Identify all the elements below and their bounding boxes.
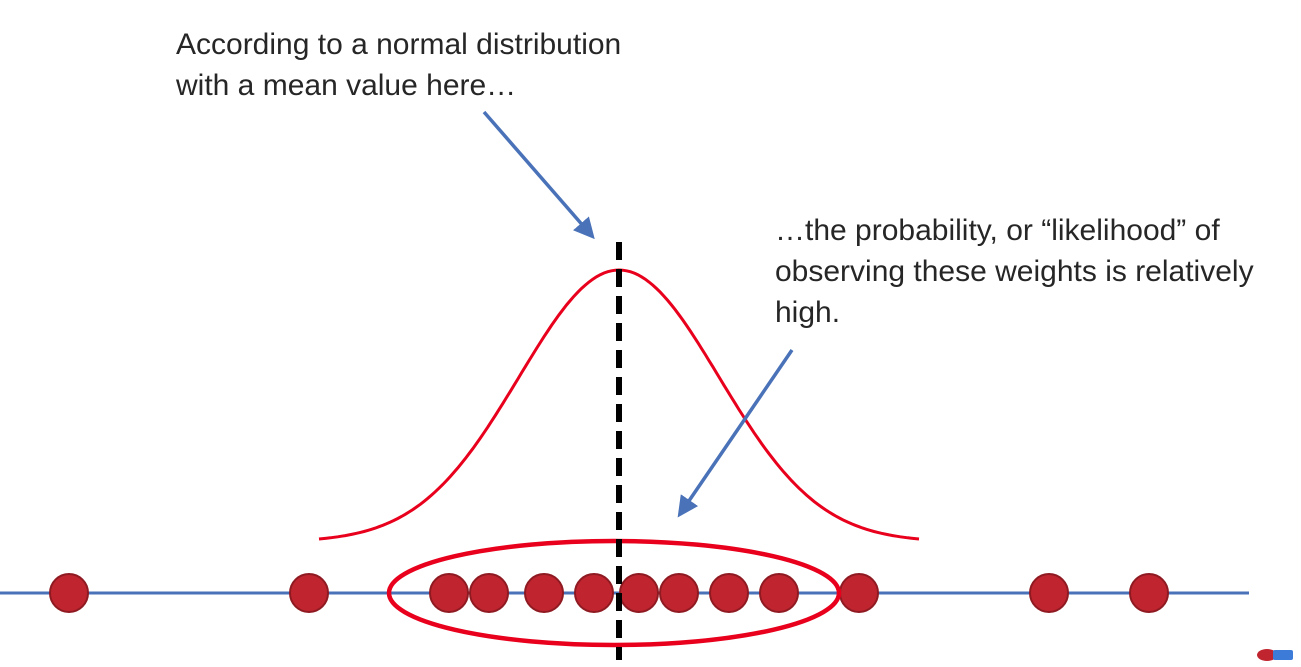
caption-line: observing these weights is relatively bbox=[775, 255, 1254, 288]
observation-point bbox=[1029, 573, 1069, 613]
observation-point bbox=[709, 573, 749, 613]
observation-point bbox=[659, 573, 699, 613]
observation-point bbox=[619, 573, 659, 613]
observation-point bbox=[524, 573, 564, 613]
observation-point bbox=[839, 573, 879, 613]
observation-point bbox=[759, 573, 799, 613]
observation-point bbox=[49, 573, 89, 613]
caption-mean-explanation: According to a normal distribution with … bbox=[176, 24, 621, 106]
caption-likelihood-explanation: …the probability, or “likelihood” of obs… bbox=[775, 210, 1254, 333]
observation-point bbox=[289, 573, 329, 613]
arrow-to-observations bbox=[677, 349, 794, 518]
observation-point bbox=[469, 573, 509, 613]
caption-line: high. bbox=[775, 296, 841, 329]
highlight-ellipse bbox=[386, 538, 842, 648]
channel-logo-icon bbox=[1257, 649, 1293, 661]
caption-line: with a mean value here… bbox=[176, 69, 517, 102]
caption-line: According to a normal distribution bbox=[176, 28, 622, 61]
observation-point bbox=[1129, 573, 1169, 613]
caption-line: …the probability, or “likelihood” of bbox=[775, 214, 1220, 247]
arrow-to-mean bbox=[482, 110, 595, 240]
observation-point bbox=[574, 573, 614, 613]
observation-point bbox=[429, 573, 469, 613]
